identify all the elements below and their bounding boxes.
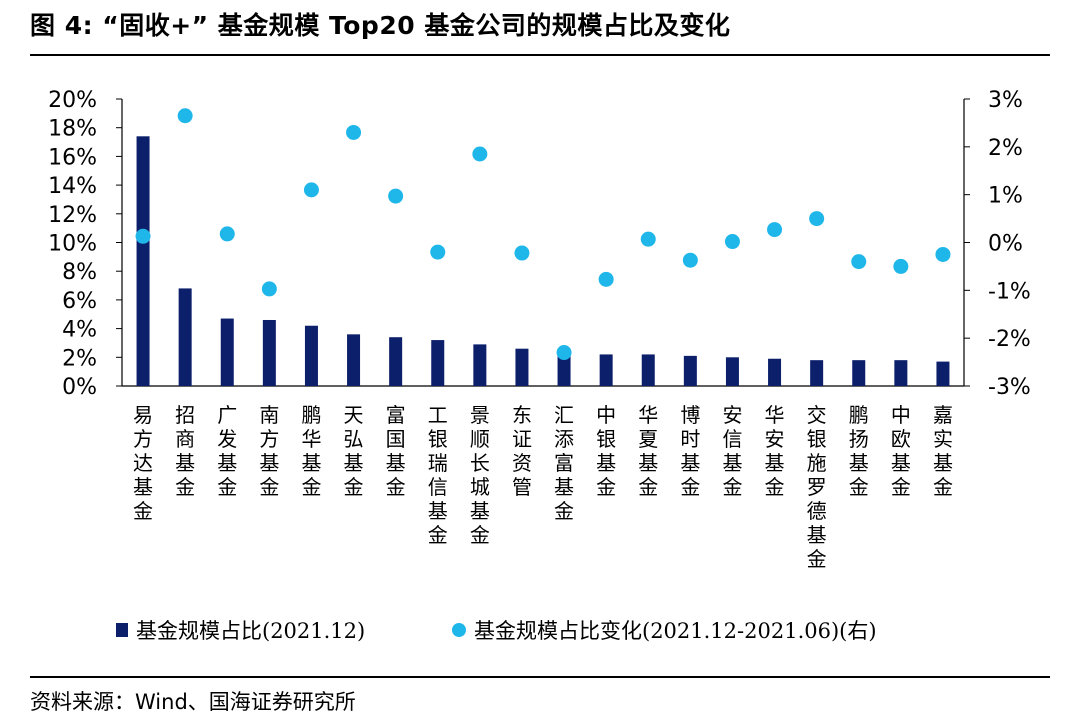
category-label: 安信基金 [722, 403, 742, 499]
category-label: 天弘基金 [344, 403, 364, 499]
bar-series [136, 136, 950, 386]
right-axis-ticks: -3% -2% -1% 0% 1% 2% 3% [964, 88, 1031, 400]
bar [304, 325, 318, 386]
left-tick-label: 12% [48, 203, 97, 228]
bar [683, 355, 697, 386]
page-title: 图 4: “固收+” 基金规模 Top20 基金公司的规模占比及变化 [30, 11, 731, 40]
legend-bar-label: 基金规模占比(2021.12) [136, 619, 366, 643]
scatter-point [430, 244, 446, 260]
legend-item-bar: 基金规模占比(2021.12) [116, 615, 365, 645]
bar [220, 318, 234, 386]
legend-bar-swatch [116, 623, 128, 637]
source-note: 资料来源：Wind、国海证券研究所 [30, 690, 356, 714]
bar [852, 360, 866, 386]
source-divider [30, 676, 1050, 678]
category-label: 鹏华基金 [301, 403, 321, 499]
scatter-point [724, 234, 740, 250]
left-tick-label: 20% [48, 88, 97, 113]
category-label: 博时基金 [680, 403, 700, 499]
category-label: 华夏基金 [638, 403, 658, 499]
title-divider [30, 54, 1050, 56]
category-label: 中欧基金 [891, 403, 911, 499]
scatter-point [851, 254, 867, 270]
bar [810, 360, 824, 386]
right-tick-label: 1% [988, 184, 1023, 209]
scatter-point [388, 188, 404, 204]
scatter-point [640, 231, 656, 247]
bar [389, 337, 403, 386]
scatter-point [556, 345, 572, 361]
right-tick-label: -1% [988, 279, 1031, 304]
scatter-point [261, 281, 277, 297]
right-tick-label: -2% [988, 327, 1031, 352]
category-label: 招商基金 [175, 403, 195, 499]
left-tick-label: 0% [62, 375, 97, 400]
left-tick-label: 2% [62, 346, 97, 371]
bar [894, 360, 908, 386]
category-label: 景顺长城基金 [470, 403, 490, 547]
legend-item-dot: 基金规模占比变化(2021.12-2021.06)(右) [452, 615, 877, 645]
bar [431, 340, 445, 386]
scatter-point [893, 258, 909, 274]
bar [641, 354, 655, 386]
scatter-point [472, 146, 488, 162]
left-tick-label: 14% [48, 174, 97, 199]
scatter-point [514, 245, 530, 261]
category-label: 易方达基金 [133, 403, 153, 523]
left-axis-ticks: 0% 2% 4% 6% 8% 10% 12% 14% 16% 18% 20% [48, 88, 122, 400]
bar [347, 334, 361, 386]
category-label: 嘉实基金 [933, 403, 953, 499]
scatter-point [598, 271, 614, 287]
bar [262, 319, 276, 386]
bar [936, 361, 950, 386]
bar [557, 351, 571, 386]
category-label: 汇添富基金 [554, 403, 574, 523]
scatter-point [809, 211, 825, 227]
bar [473, 344, 487, 386]
bar [725, 357, 739, 386]
right-tick-label: -3% [988, 375, 1031, 400]
category-label: 交银施罗德基金 [807, 403, 827, 571]
right-tick-label: 2% [988, 136, 1023, 161]
category-label: 东证资管 [512, 403, 532, 499]
scatter-point [135, 228, 151, 244]
left-tick-label: 4% [62, 318, 97, 343]
chart-axes [121, 99, 965, 387]
scatter-point [935, 246, 951, 262]
scatter-point [219, 226, 235, 242]
scatter-point [767, 222, 783, 238]
category-label: 鹏扬基金 [849, 403, 869, 499]
bar [136, 136, 150, 386]
scatter-point [303, 182, 319, 198]
category-label: 广发基金 [217, 403, 237, 499]
bar [599, 354, 613, 386]
scatter-point [346, 124, 362, 140]
bar [178, 288, 192, 386]
right-tick-label: 3% [988, 88, 1023, 113]
left-tick-label: 8% [62, 260, 97, 285]
right-tick-label: 0% [988, 232, 1023, 257]
left-tick-label: 16% [48, 145, 97, 170]
bar [515, 348, 529, 386]
scatter-point [682, 252, 698, 268]
scatter-point [177, 108, 193, 124]
legend-dot-swatch [452, 623, 466, 637]
legend-dot-label: 基金规模占比变化(2021.12-2021.06)(右) [474, 619, 877, 643]
category-labels: 易方达基金 招商基金 广发基金 南方基金 鹏华基金 天弘基金 富国基金 工银瑞信基金 景顺长城基… [133, 403, 953, 571]
category-label: 富国基金 [386, 403, 406, 499]
left-tick-label: 10% [48, 232, 97, 257]
category-label: 中银基金 [596, 403, 616, 499]
left-tick-label: 18% [48, 117, 97, 142]
category-label: 工银瑞信基金 [428, 403, 448, 547]
bar [768, 358, 782, 386]
scatter-series [135, 108, 951, 361]
left-tick-label: 6% [62, 289, 97, 314]
category-label: 南方基金 [259, 403, 279, 499]
category-label: 华安基金 [765, 403, 785, 499]
